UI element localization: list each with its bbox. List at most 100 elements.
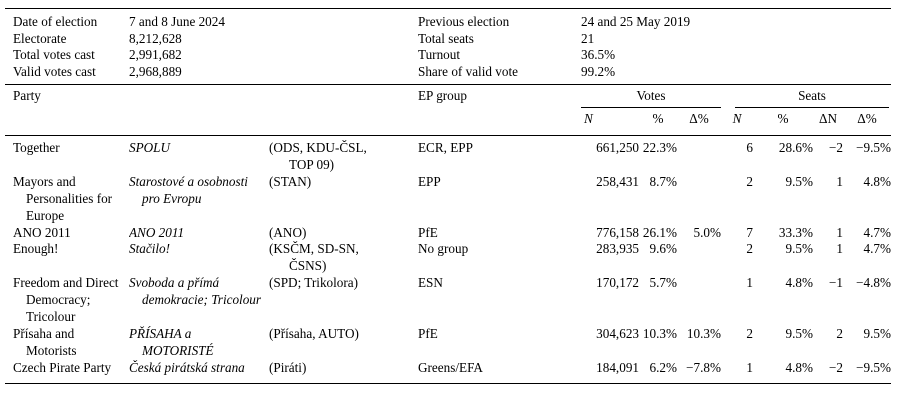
info-label: Share of valid vote xyxy=(418,63,518,79)
votes-delta-pct-cell: 10.3% xyxy=(686,325,721,341)
info-value: 2,991,682 xyxy=(129,47,182,62)
ep-group-cell: PfE xyxy=(418,325,438,341)
info-value: 36.5% xyxy=(581,47,616,62)
seats-delta-pct-cell: 9.5% xyxy=(863,325,891,341)
info-value: 8,212,628 xyxy=(129,30,182,46)
seats-pct-cell: 9.5% xyxy=(785,241,813,257)
ep-group-column-header: EP group xyxy=(418,84,581,136)
info-value: 24 and 25 May 2019 xyxy=(581,14,691,29)
info-label: Valid votes cast xyxy=(13,63,96,79)
seats-delta-n-cell: 2 xyxy=(836,325,843,341)
seats-delta-pct-cell: −4.8% xyxy=(856,275,891,291)
seats-delta-n-cell: −2 xyxy=(828,140,843,155)
info-row: Valid votes cast 2,968,889 Share of vali… xyxy=(5,64,891,85)
seats-pct-cell: 9.5% xyxy=(785,325,813,341)
table-row: Přísaha and Motorists PŘÍSAHA a MOTORIST… xyxy=(5,326,891,360)
seats-group-label: Seats xyxy=(735,88,889,108)
votes-group-header: Votes xyxy=(581,84,721,108)
seats-delta-pct-subheader: Δ% xyxy=(843,107,891,136)
party-name-cell: Mayors and Personalities for Europe xyxy=(13,173,113,223)
seats-pct-cell: 9.5% xyxy=(785,173,813,189)
seats-delta-pct-cell: 4.8% xyxy=(863,173,891,189)
votes-n-cell: 170,172 xyxy=(596,275,639,291)
seats-n-cell: 1 xyxy=(746,275,753,291)
info-value: 21 xyxy=(581,30,595,46)
votes-group-label: Votes xyxy=(581,88,721,108)
ep-group-cell: EPP xyxy=(418,173,441,189)
seats-delta-n-cell: −1 xyxy=(828,275,843,291)
election-results-table: Date of election 7 and 8 June 2024 Previ… xyxy=(5,8,891,384)
info-label: Total votes cast xyxy=(13,47,95,62)
party-column-header: Party xyxy=(5,84,418,136)
column-header-block: Party EP group Votes Seats N % Δ% N % ΔN… xyxy=(5,84,891,136)
ep-group-cell: No group xyxy=(418,241,469,257)
party-name-cell: Enough! xyxy=(13,241,59,257)
seats-delta-pct-cell: −9.5% xyxy=(843,359,891,384)
seats-delta-pct-cell: 4.7% xyxy=(863,224,891,240)
seats-n-cell: 2 xyxy=(746,173,753,189)
party-native-name-cell: Stačilo! xyxy=(129,241,171,257)
ep-group-cell: PfE xyxy=(418,224,438,240)
info-value: 99.2% xyxy=(581,63,616,79)
party-rows: Together SPOLU (ODS, KDU-ČSL, TOP 09) EC… xyxy=(5,136,891,384)
seats-group-header: Seats xyxy=(721,84,891,108)
seats-pct-cell: 4.8% xyxy=(753,359,813,384)
info-value: 2,968,889 xyxy=(129,63,182,79)
seats-n-cell: 6 xyxy=(746,140,753,155)
votes-n-cell: 283,935 xyxy=(596,241,639,257)
party-native-name-cell: Česká pirátská strana xyxy=(129,359,269,384)
party-native-name-cell: Starostové a osobnosti pro Evropu xyxy=(129,173,248,206)
subheader-row: N % Δ% N % ΔN Δ% xyxy=(5,107,891,136)
votes-n-cell: 661,250 xyxy=(596,140,639,155)
ep-group-cell: ESN xyxy=(418,275,443,291)
coalition-cell: (Přísaha, AUTO) xyxy=(269,325,359,341)
table-row: Mayors and Personalities for Europe Star… xyxy=(5,174,891,225)
seats-delta-n-cell: 1 xyxy=(836,224,843,240)
votes-n-cell: 776,158 xyxy=(596,224,639,240)
votes-pct-cell: 8.7% xyxy=(649,173,677,189)
info-row: Electorate 8,212,628 Total seats 21 xyxy=(5,31,891,48)
party-native-name-cell: PŘÍSAHA a MOTORISTÉ xyxy=(129,325,214,358)
votes-n-cell: 184,091 xyxy=(581,359,639,384)
table-row: ANO 2011 ANO 2011 (ANO) PfE 776,158 26.1… xyxy=(5,225,891,242)
party-name-cell: Freedom and Direct Democracy; Tricolour xyxy=(13,275,119,325)
party-native-name-cell: Svoboda a přímá demokracie; Tricolour xyxy=(129,275,262,308)
info-row: Total votes cast 2,991,682 Turnout 36.5% xyxy=(5,47,891,64)
ep-group-cell: ECR, EPP xyxy=(418,140,473,155)
seats-n-cell: 7 xyxy=(746,224,753,240)
votes-pct-cell: 10.3% xyxy=(642,325,677,341)
votes-pct-subheader: % xyxy=(639,107,677,136)
seats-delta-n-cell: 1 xyxy=(836,173,843,189)
seats-n-cell: 2 xyxy=(746,325,753,341)
votes-pct-cell: 26.1% xyxy=(642,224,677,240)
party-name-cell: Czech Pirate Party xyxy=(5,359,129,384)
votes-delta-pct-cell xyxy=(677,136,721,174)
votes-delta-pct-cell xyxy=(677,241,721,275)
votes-delta-pct-cell xyxy=(677,275,721,326)
table-row: Enough! Stačilo! (KSČM, SD-SN, ČSNS) No … xyxy=(5,241,891,275)
group-header-row: Party EP group Votes Seats xyxy=(5,84,891,136)
seats-delta-n-cell: −2 xyxy=(813,359,843,384)
info-label: Turnout xyxy=(418,47,461,62)
votes-n-subheader: N xyxy=(581,107,639,136)
info-label: Date of election xyxy=(13,14,98,29)
coalition-cell: (KSČM, SD-SN, ČSNS) xyxy=(269,241,359,274)
seats-pct-cell: 33.3% xyxy=(778,224,813,240)
party-name-cell: Together xyxy=(13,140,60,155)
votes-pct-cell: 5.7% xyxy=(649,275,677,291)
party-native-name-cell: ANO 2011 xyxy=(129,224,185,240)
votes-delta-pct-cell: −7.8% xyxy=(677,359,721,384)
votes-delta-pct-cell xyxy=(677,174,721,225)
party-native-name-cell: SPOLU xyxy=(129,140,171,155)
seats-delta-pct-cell: −9.5% xyxy=(856,140,891,155)
votes-delta-pct-subheader: Δ% xyxy=(677,107,721,136)
info-value: 7 and 8 June 2024 xyxy=(129,14,225,29)
info-label: Total seats xyxy=(418,30,474,46)
table-row: Together SPOLU (ODS, KDU-ČSL, TOP 09) EC… xyxy=(5,136,891,174)
votes-delta-pct-cell: 5.0% xyxy=(693,224,721,240)
seats-pct-cell: 4.8% xyxy=(785,275,813,291)
votes-pct-cell: 6.2% xyxy=(639,359,677,384)
seats-n-cell: 1 xyxy=(721,359,753,384)
votes-pct-cell: 22.3% xyxy=(642,140,677,155)
